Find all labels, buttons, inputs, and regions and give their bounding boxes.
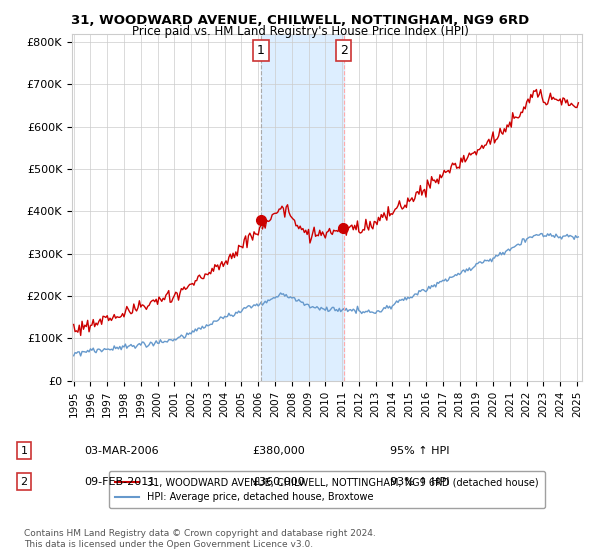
- Legend: 31, WOODWARD AVENUE, CHILWELL, NOTTINGHAM, NG9 6RD (detached house), HPI: Averag: 31, WOODWARD AVENUE, CHILWELL, NOTTINGHA…: [109, 472, 545, 508]
- Text: 31, WOODWARD AVENUE, CHILWELL, NOTTINGHAM, NG9 6RD: 31, WOODWARD AVENUE, CHILWELL, NOTTINGHA…: [71, 14, 529, 27]
- Text: £360,000: £360,000: [252, 477, 305, 487]
- Text: 09-FEB-2011: 09-FEB-2011: [84, 477, 155, 487]
- Text: 2: 2: [20, 477, 28, 487]
- Bar: [261, 34, 344, 381]
- Text: £380,000: £380,000: [252, 446, 305, 456]
- Text: 95% ↑ HPI: 95% ↑ HPI: [390, 446, 449, 456]
- Text: 1: 1: [20, 446, 28, 456]
- Text: Price paid vs. HM Land Registry's House Price Index (HPI): Price paid vs. HM Land Registry's House …: [131, 25, 469, 38]
- Text: 2: 2: [340, 44, 348, 57]
- Text: 1: 1: [257, 44, 265, 57]
- Text: 93% ↑ HPI: 93% ↑ HPI: [390, 477, 449, 487]
- Text: Contains HM Land Registry data © Crown copyright and database right 2024.
This d: Contains HM Land Registry data © Crown c…: [24, 529, 376, 549]
- Text: 03-MAR-2006: 03-MAR-2006: [84, 446, 158, 456]
